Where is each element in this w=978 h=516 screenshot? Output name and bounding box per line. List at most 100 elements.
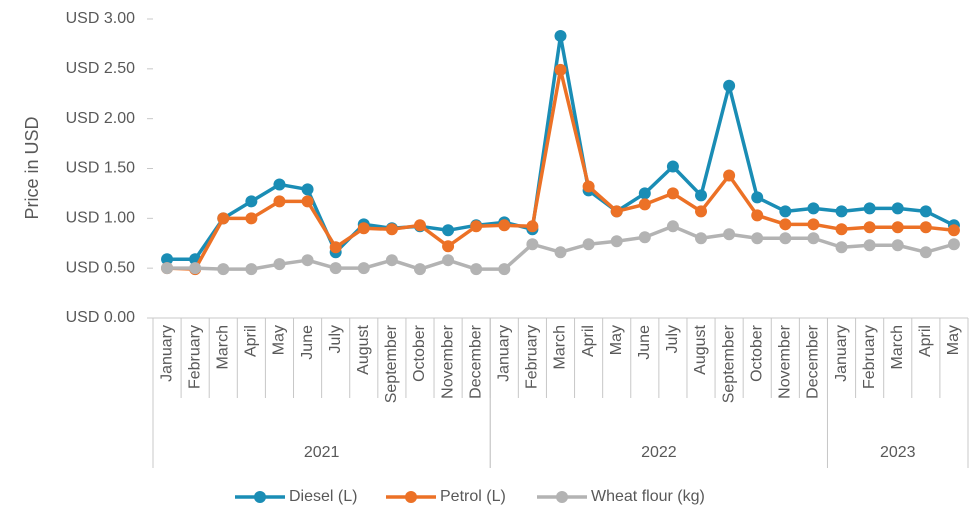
marker bbox=[526, 220, 539, 233]
marker bbox=[610, 205, 623, 218]
x-tick-label: August bbox=[692, 324, 709, 374]
legend-label: Wheat flour (kg) bbox=[591, 488, 705, 505]
marker bbox=[835, 205, 848, 218]
marker bbox=[779, 205, 792, 218]
marker bbox=[217, 212, 230, 225]
marker bbox=[638, 198, 651, 211]
marker bbox=[666, 160, 679, 173]
marker bbox=[217, 263, 230, 276]
marker bbox=[863, 239, 876, 252]
marker bbox=[329, 241, 342, 254]
marker bbox=[919, 221, 932, 234]
marker bbox=[554, 246, 567, 259]
x-tick-label: February bbox=[524, 325, 541, 389]
x-tick-label: January bbox=[158, 325, 175, 382]
y-tick-label: USD 3.00 bbox=[66, 10, 135, 27]
marker bbox=[638, 231, 651, 244]
marker bbox=[245, 195, 258, 208]
x-tick-label: September bbox=[383, 324, 400, 403]
marker bbox=[329, 262, 342, 275]
legend-marker bbox=[405, 491, 417, 503]
marker bbox=[610, 235, 623, 248]
marker bbox=[161, 253, 174, 266]
x-tick-label: September bbox=[720, 324, 737, 403]
group-label: 2023 bbox=[880, 444, 916, 461]
marker bbox=[357, 222, 370, 235]
x-tick-label: February bbox=[861, 325, 878, 389]
line bbox=[166, 68, 955, 271]
marker bbox=[273, 178, 286, 191]
y-tick-label: USD 2.00 bbox=[66, 110, 135, 127]
marker bbox=[751, 209, 764, 222]
marker bbox=[442, 240, 455, 253]
x-tick-label: November bbox=[777, 324, 794, 398]
marker bbox=[526, 238, 539, 251]
marker bbox=[779, 232, 792, 245]
x-tick-label: January bbox=[833, 325, 850, 382]
marker bbox=[554, 63, 567, 76]
y-tick-label: USD 1.00 bbox=[66, 210, 135, 227]
legend-label: Diesel (L) bbox=[289, 488, 357, 505]
marker bbox=[301, 183, 314, 196]
marker bbox=[442, 224, 455, 237]
marker bbox=[751, 232, 764, 245]
marker bbox=[666, 220, 679, 233]
series bbox=[161, 220, 960, 276]
marker bbox=[385, 254, 398, 267]
legend-marker bbox=[254, 491, 266, 503]
marker bbox=[807, 202, 820, 215]
marker bbox=[723, 169, 736, 182]
x-tick-label: February bbox=[186, 325, 203, 389]
marker bbox=[245, 212, 258, 225]
y-axis-label: Price in USD bbox=[22, 116, 42, 219]
y-tick-label: USD 0.00 bbox=[66, 309, 135, 326]
marker bbox=[582, 180, 595, 193]
marker bbox=[863, 221, 876, 234]
marker bbox=[891, 221, 904, 234]
group-label: 2021 bbox=[304, 444, 340, 461]
marker bbox=[779, 218, 792, 231]
x-tick-label: March bbox=[889, 325, 906, 369]
marker bbox=[695, 232, 708, 245]
marker bbox=[301, 254, 314, 267]
marker bbox=[638, 187, 651, 200]
x-tick-label: December bbox=[805, 324, 822, 398]
marker bbox=[161, 262, 174, 275]
x-tick-label: March bbox=[214, 325, 231, 369]
group-label: 2022 bbox=[641, 444, 677, 461]
x-tick-label: May bbox=[945, 325, 962, 355]
marker bbox=[582, 238, 595, 251]
x-tick-label: June bbox=[636, 325, 653, 360]
marker bbox=[245, 263, 258, 276]
marker bbox=[919, 205, 932, 218]
marker bbox=[357, 262, 370, 275]
marker bbox=[498, 219, 511, 232]
marker bbox=[891, 202, 904, 215]
x-tick-label: October bbox=[411, 324, 428, 382]
y-tick-label: USD 2.50 bbox=[66, 60, 135, 77]
marker bbox=[273, 195, 286, 208]
x-tick-label: January bbox=[496, 325, 513, 382]
marker bbox=[301, 195, 314, 208]
marker bbox=[891, 239, 904, 252]
marker bbox=[554, 29, 567, 42]
marker bbox=[413, 219, 426, 232]
x-tick-label: April bbox=[243, 325, 260, 357]
y-tick-label: USD 0.50 bbox=[66, 259, 135, 276]
marker bbox=[863, 202, 876, 215]
marker bbox=[498, 263, 511, 276]
x-tick-label: May bbox=[271, 325, 288, 355]
marker bbox=[723, 79, 736, 92]
marker bbox=[189, 262, 202, 275]
marker bbox=[385, 223, 398, 236]
x-tick-label: June bbox=[299, 325, 316, 360]
y-tick-label: USD 1.50 bbox=[66, 160, 135, 177]
marker bbox=[666, 187, 679, 200]
x-tick-label: August bbox=[355, 324, 372, 374]
x-tick-label: April bbox=[917, 325, 934, 357]
marker bbox=[835, 223, 848, 236]
x-tick-label: July bbox=[327, 325, 344, 353]
x-tick-label: December bbox=[467, 324, 484, 398]
marker bbox=[947, 238, 960, 251]
